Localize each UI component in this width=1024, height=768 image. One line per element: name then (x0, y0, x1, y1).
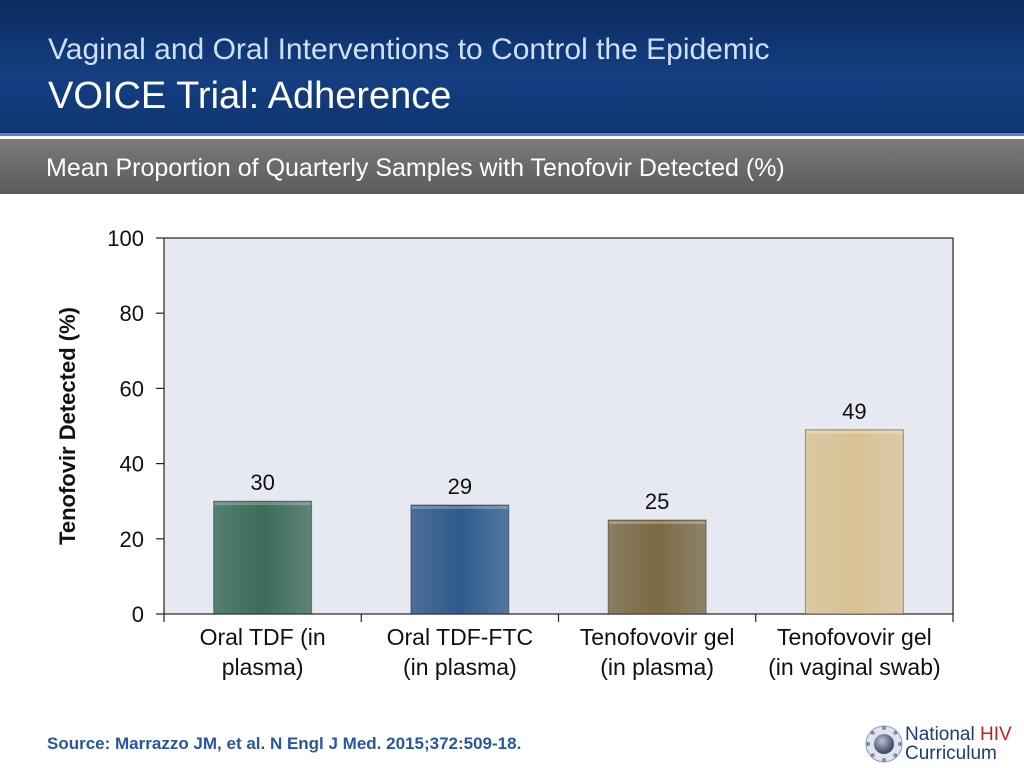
x-tick-label: Oral TDF-FTC (387, 624, 534, 650)
title-line-1: Vaginal and Oral Interventions to Contro… (48, 33, 770, 66)
y-tick-label: 0 (132, 602, 144, 627)
bar-highlight (806, 430, 903, 434)
logo-emblem-icon (865, 725, 903, 763)
y-tick-label: 20 (120, 527, 144, 552)
x-tick-label: Tenofovovir gel (777, 624, 932, 650)
bar (607, 519, 707, 615)
data-label: 49 (842, 399, 866, 424)
data-label: 30 (250, 470, 274, 495)
y-axis-title: Tenofovir Detected (%) (55, 307, 80, 545)
x-tick-label: Tenofovovir gel (580, 624, 735, 650)
bar-chart: 0 20 40 60 80 100 Tenofovir Detected (%) 30 Oral… (55, 226, 954, 680)
y-tick-label: 80 (120, 301, 144, 326)
subtitle-bar: Mean Proportion of Quarterly Samples wit… (0, 139, 1024, 194)
logo-word-national: National (905, 724, 980, 745)
bar-highlight (214, 502, 311, 506)
logo-text: National HIV Curriculum (905, 725, 1012, 763)
x-tick-label: (in vaginal swab) (768, 654, 941, 680)
national-hiv-curriculum-logo: National HIV Curriculum (864, 724, 1020, 766)
x-tick-label: Oral TDF (in (200, 624, 326, 650)
bar (410, 504, 510, 615)
header-banner: Vaginal and Oral Interventions to Contro… (0, 0, 1024, 136)
x-tick-label: plasma) (222, 654, 304, 680)
x-tick-label: (in plasma) (600, 654, 714, 680)
data-label: 29 (448, 474, 472, 499)
source-citation: Source: Marrazzo JM, et al. N Engl J Med… (47, 734, 522, 753)
bar (804, 429, 904, 615)
x-tick-label: (in plasma) (403, 654, 517, 680)
page-title: VOICE Trial: Adherence (48, 75, 452, 117)
y-tick-label: 100 (107, 226, 144, 251)
y-tick-label: 40 (120, 452, 144, 477)
y-tick-label: 60 (120, 376, 144, 401)
data-label: 25 (645, 489, 669, 514)
bar-highlight (411, 505, 508, 509)
bar-highlight (609, 521, 706, 524)
chart-subtitle: Mean Proportion of Quarterly Samples wit… (46, 154, 785, 182)
logo-word-curriculum: Curriculum (905, 743, 997, 764)
logo-word-hiv: HIV (980, 724, 1012, 745)
bar (213, 500, 313, 615)
